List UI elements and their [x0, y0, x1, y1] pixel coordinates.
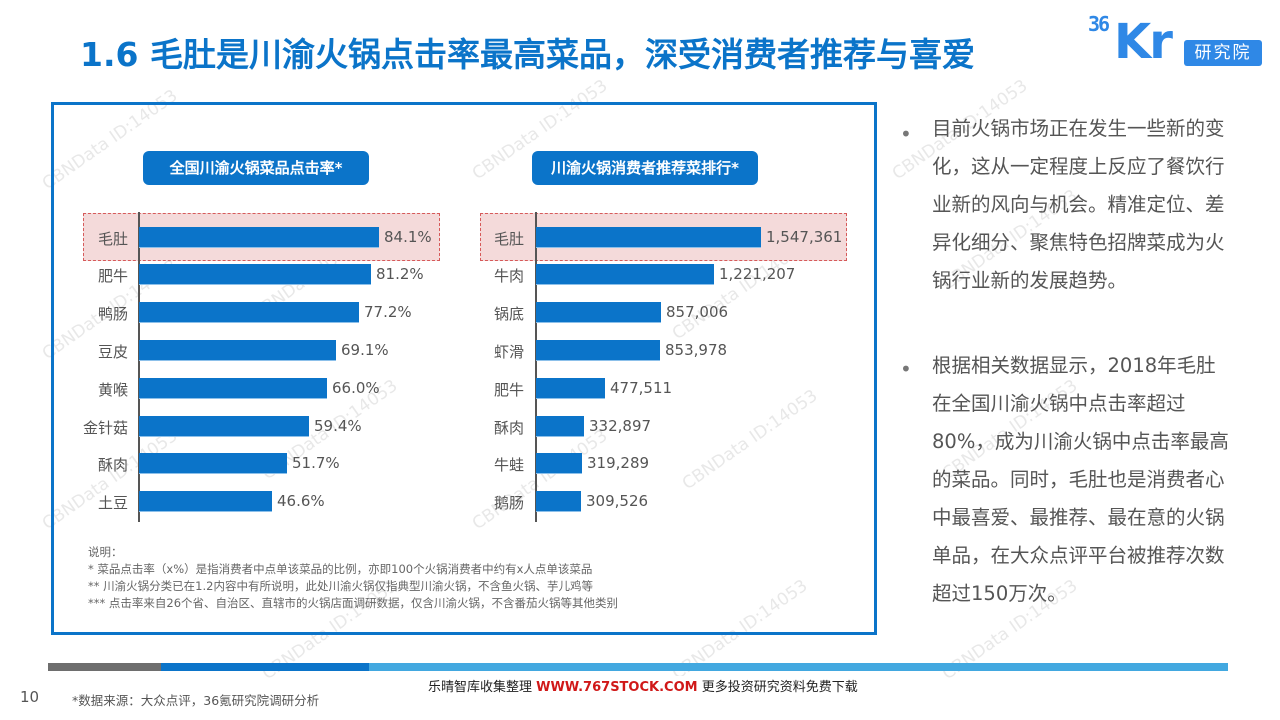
- value-label: 319,289: [587, 454, 650, 472]
- value-label: 81.2%: [376, 265, 424, 283]
- bar: [536, 416, 584, 437]
- bar: [536, 302, 661, 323]
- value-label: 477,511: [610, 379, 673, 397]
- value-label: 1,547,361: [766, 228, 843, 246]
- brand-logo: 36 Kr 研究院: [1088, 10, 1268, 70]
- category-label: 肥牛: [493, 381, 524, 399]
- bar: [536, 453, 582, 474]
- chart-frame: [51, 102, 877, 635]
- value-label: 59.4%: [314, 417, 362, 435]
- value-label: 853,978: [665, 341, 728, 359]
- bar: [536, 340, 660, 361]
- bullet-dot: •: [900, 357, 912, 381]
- value-label: 1,221,207: [719, 265, 796, 283]
- category-label: 肥牛: [97, 267, 128, 285]
- value-label: 84.1%: [384, 228, 432, 246]
- notes-heading: 说明：: [88, 545, 123, 559]
- page-number: 10: [20, 688, 40, 706]
- bar: [139, 416, 309, 437]
- data-source: *数据来源：大众点评，36氪研究院调研分析: [72, 693, 320, 708]
- bar: [139, 302, 359, 323]
- bar: [139, 453, 287, 474]
- banner-url[interactable]: WWW.767STOCK.COM: [536, 680, 698, 695]
- bullet-dot: •: [900, 122, 912, 146]
- category-label: 鹅肠: [493, 494, 524, 512]
- chart-title-click-rate: 全国川渝火锅菜品点击率*: [143, 151, 369, 185]
- stripe-light-blue: [369, 663, 1228, 671]
- bullet-text: 目前火锅市场正在发生一些新的变化，这从一定程度上反应了餐饮行业新的风向与机会。精…: [932, 117, 1225, 292]
- note-line: * 菜品点击率（x%）是指消费者中点单该菜品的比例，亦即100个火锅消费者中约有…: [88, 562, 593, 576]
- logo-badge: 研究院: [1184, 40, 1262, 66]
- category-label: 黄喉: [97, 381, 128, 399]
- bar: [536, 491, 581, 512]
- value-label: 51.7%: [292, 454, 340, 472]
- value-label: 857,006: [666, 303, 729, 321]
- category-label: 牛蛙: [493, 456, 524, 474]
- category-label: 锅底: [493, 305, 524, 323]
- stripe-gray: [48, 663, 161, 671]
- category-label: 酥肉: [493, 419, 524, 437]
- category-label: 土豆: [97, 494, 128, 512]
- bullet-text: 根据相关数据显示，2018年毛肚在全国川渝火锅中点击率超过80%，成为川渝火锅中…: [932, 354, 1229, 605]
- y-axis-line: [535, 212, 537, 522]
- value-label: 66.0%: [332, 379, 380, 397]
- note-line: ** 川渝火锅分类已在1.2内容中有所说明，此处川渝火锅仅指典型川渝火锅，不含鱼…: [88, 579, 593, 593]
- chart-title-recommend: 川渝火锅消费者推荐菜排行*: [532, 151, 758, 185]
- bar: [139, 227, 379, 248]
- bar: [536, 227, 761, 248]
- bar: [536, 264, 714, 285]
- category-label: 金针菇: [82, 419, 128, 437]
- value-label: 332,897: [589, 417, 652, 435]
- banner-suffix: 更多投资研究资料免费下载: [701, 680, 858, 695]
- download-banner: 乐晴智库收集整理 WWW.767STOCK.COM 更多投资研究资料免费下载: [424, 676, 862, 695]
- chart-notes: 说明： * 菜品点击率（x%）是指消费者中点单该菜品的比例，亦即100个火锅消费…: [88, 544, 618, 612]
- logo-letters: Kr: [1114, 14, 1173, 70]
- value-label: 69.1%: [341, 341, 389, 359]
- bar: [139, 491, 272, 512]
- y-axis-line: [138, 212, 140, 522]
- bar: [139, 340, 336, 361]
- category-label: 豆皮: [97, 343, 128, 361]
- banner-prefix: 乐晴智库收集整理: [428, 680, 533, 695]
- category-label: 鸭肠: [97, 305, 128, 323]
- page-title: 1.6 毛肚是川渝火锅点击率最高菜品，深受消费者推荐与喜爱: [80, 35, 975, 74]
- value-label: 77.2%: [364, 303, 412, 321]
- bar: [139, 264, 371, 285]
- note-line: *** 点击率来自26个省、自治区、直辖市的火锅店面调研数据，仅含川渝火锅，不含…: [88, 596, 619, 610]
- category-label: 酥肉: [97, 456, 128, 474]
- stripe-blue: [161, 663, 369, 671]
- footer-stripe: [48, 663, 1228, 671]
- value-label: 46.6%: [277, 492, 325, 510]
- bar: [139, 378, 327, 399]
- category-label: 牛肉: [493, 267, 524, 285]
- category-label: 毛肚: [97, 230, 128, 248]
- category-label: 毛肚: [493, 230, 524, 248]
- category-label: 虾滑: [493, 343, 524, 361]
- value-label: 309,526: [586, 492, 649, 510]
- logo-number: 36: [1088, 12, 1110, 36]
- bar: [536, 378, 605, 399]
